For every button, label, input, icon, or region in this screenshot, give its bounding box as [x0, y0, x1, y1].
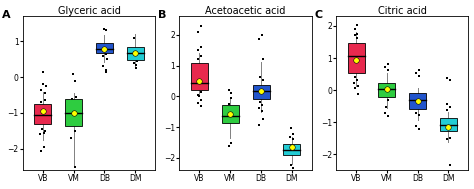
Bar: [35, 104, 51, 124]
Title: Acetoacetic acid: Acetoacetic acid: [205, 5, 286, 15]
Text: C: C: [315, 10, 323, 20]
Bar: [65, 99, 82, 125]
Text: B: B: [158, 10, 167, 20]
Bar: [283, 144, 301, 156]
Bar: [96, 43, 113, 53]
Title: Glyceric acid: Glyceric acid: [58, 5, 120, 15]
Text: A: A: [2, 10, 10, 20]
Bar: [222, 105, 239, 123]
Bar: [347, 43, 365, 73]
Bar: [440, 118, 457, 131]
Bar: [409, 93, 426, 109]
Bar: [191, 63, 208, 90]
Bar: [253, 85, 270, 99]
Bar: [127, 47, 144, 60]
Bar: [378, 83, 395, 97]
Title: Citric acid: Citric acid: [378, 5, 427, 15]
